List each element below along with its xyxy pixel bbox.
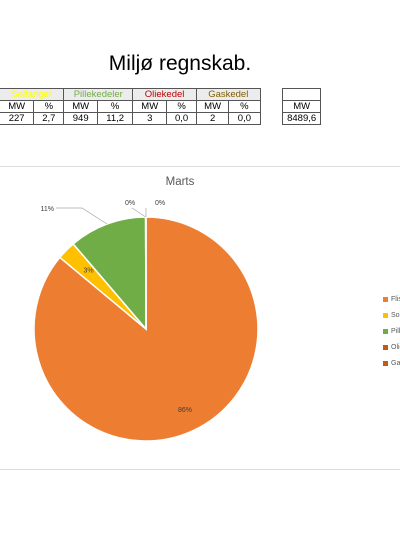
legend-swatch [383,344,388,350]
table-cell: 8489,6 [282,112,322,125]
table-cell: 2 [195,112,230,125]
legend-item-gas: Gas [383,360,400,376]
leader-line [56,207,108,225]
table-cell: 0,0 [228,112,261,125]
data-label-flis: 86% [178,407,192,414]
column-header: MW [195,100,230,113]
legend-swatch [383,360,388,366]
legend-item-pill: Pill [383,328,400,344]
column-header: MW [0,100,35,113]
legend-item-olie: Olie [383,344,400,360]
legend-label: Sol [391,312,400,319]
column-header: % [228,100,261,113]
table-cell: 11,2 [97,112,134,125]
legend-label: Olie [391,344,400,351]
legend-label: Pill [391,328,400,335]
group-header-pillekedeler: Pillekedeler [63,88,134,101]
data-label-sol: 3% [84,267,94,274]
table-cell-empty [282,88,322,101]
page-title: Miljø regnskab. [108,52,252,75]
column-header: MW [282,100,322,113]
table-cell: 227 [0,112,35,125]
group-header-gaskedel: Gaskedel [195,88,261,101]
pie-slice-pill [72,216,147,332]
table-gap [260,88,283,101]
legend-swatch [383,328,388,334]
data-label-gas: 0% [155,200,165,207]
column-header: % [97,100,134,113]
chart-title: Marts [165,176,195,188]
table-gap [260,100,283,113]
table-gap [260,112,283,125]
table-cell: 949 [63,112,99,125]
table-cell: 3 [132,112,168,125]
legend-item-sol: Sol [383,312,400,328]
pie-chart: 86% 3% 11% 0% 0% [33,200,259,442]
chart-area: Marts 86% 3% 11% 0% 0% Flis Sol Pill Olie Gas [0,166,400,470]
chart-legend: Flis Sol Pill Olie Gas [383,296,400,376]
column-header: % [166,100,197,113]
legend-swatch [383,312,388,318]
column-header: % [33,100,65,113]
legend-swatch [383,296,388,302]
table-cell: 2,7 [33,112,65,125]
legend-label: Gas [391,360,400,367]
data-label-pill: 11% [41,206,55,213]
data-table: Solfanger Pillekedeler Oliekedel Gaskede… [0,88,399,125]
column-header: MW [132,100,168,113]
column-header: MW [63,100,99,113]
group-header-solfanger: Solfanger [0,88,65,101]
legend-label: Flis [391,296,400,303]
legend-item-flis: Flis [383,296,400,312]
leader-line [131,207,146,218]
group-header-oliekedel: Oliekedel [132,88,197,101]
table-cell: 0,0 [166,112,197,125]
data-label-olie: 0% [125,200,135,207]
